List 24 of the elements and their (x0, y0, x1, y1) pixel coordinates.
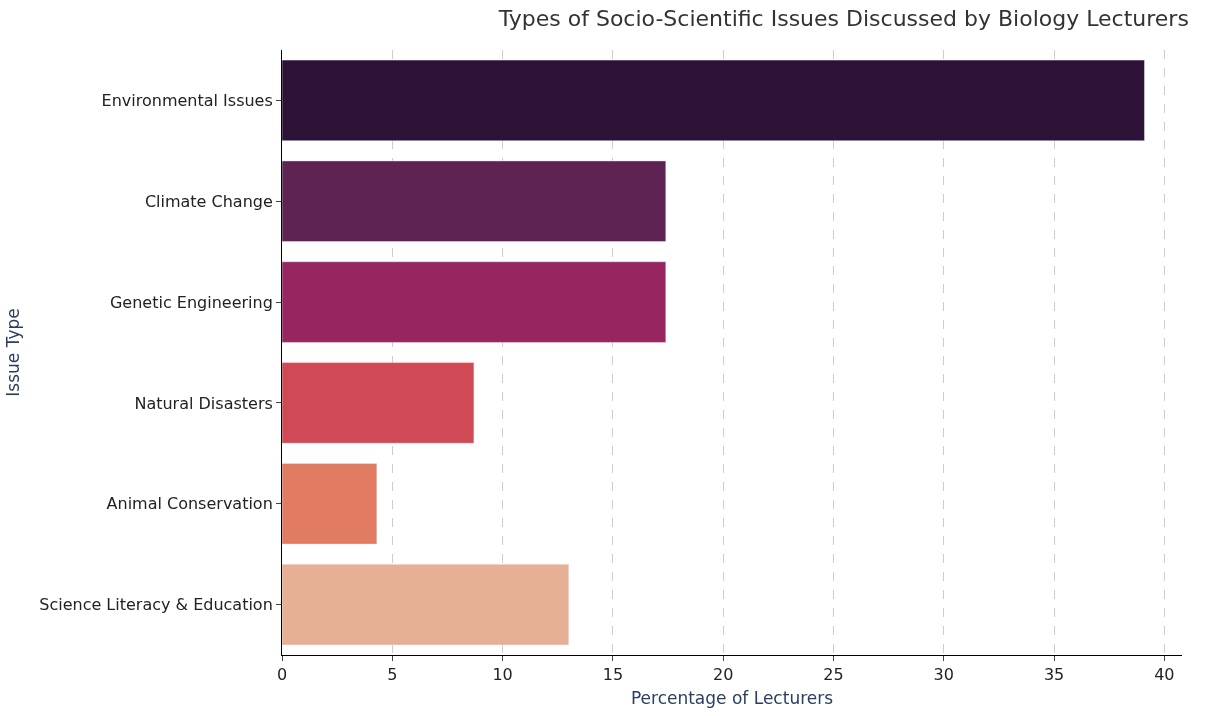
x-tick-label: 0 (276, 665, 288, 685)
y-tick-label: Science Literacy & Education (39, 595, 273, 615)
bar (282, 362, 475, 444)
bar (282, 261, 667, 343)
y-tick-label: Animal Conservation (106, 494, 273, 514)
bar (282, 59, 1145, 141)
y-tick-label: Environmental Issues (101, 91, 273, 111)
y-tick-label: Genetic Engineering (109, 292, 273, 312)
x-tick-label: 10 (492, 665, 513, 685)
y-axis-title: Issue Type (2, 308, 23, 397)
y-tick-label: Natural Disasters (134, 393, 273, 413)
bar (282, 160, 667, 242)
x-tick-label: 30 (933, 665, 954, 685)
x-tick-label: 5 (387, 665, 398, 685)
x-axis-title: Percentage of Lecturers (630, 687, 834, 708)
x-tick-label: 40 (1154, 665, 1175, 685)
chart-title: Types of Socio-Scientific Issues Discussed by Biology Lecturers (497, 6, 1189, 32)
bar (282, 564, 570, 646)
x-tick-label: 20 (713, 665, 734, 685)
bar (282, 463, 378, 545)
x-tick-label: 25 (823, 665, 844, 685)
x-tick-label: 15 (602, 665, 624, 685)
y-tick-label: Climate Change (144, 191, 273, 211)
x-tick-label: 35 (1043, 665, 1065, 685)
